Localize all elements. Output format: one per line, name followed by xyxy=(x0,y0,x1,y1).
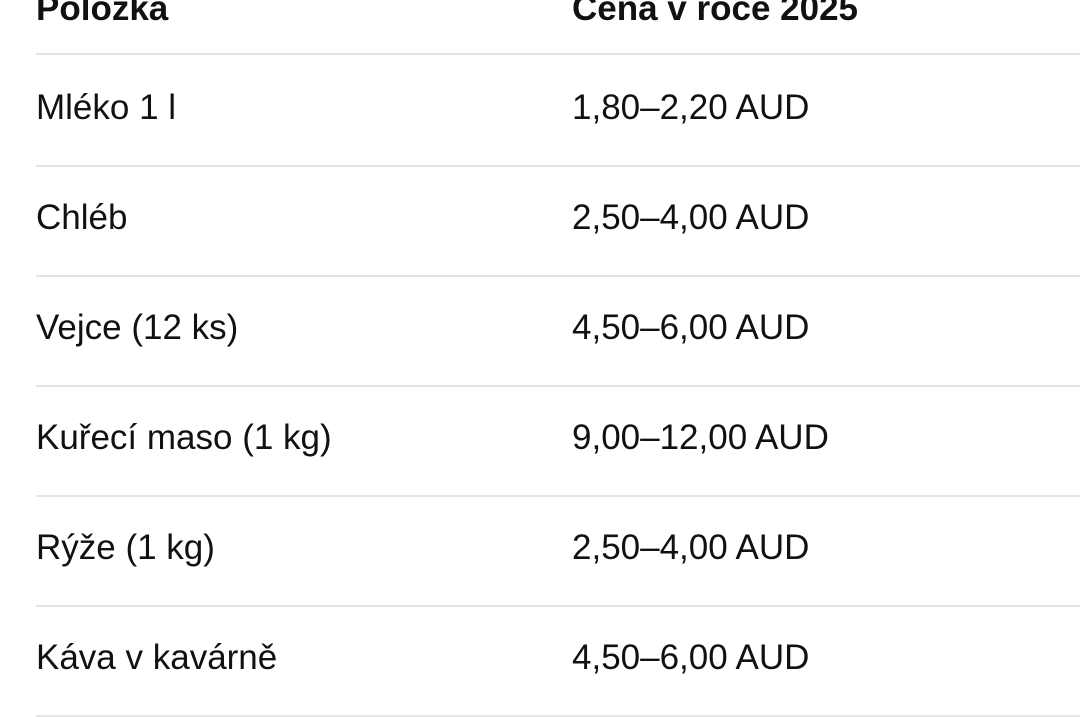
item-price: 9,00–12,00 AUD xyxy=(572,418,829,457)
table-row: Chléb 2,50–4,00 AUD xyxy=(36,165,1080,277)
header-price: Cena v roce 2025 xyxy=(572,0,859,28)
item-name: Mléko 1 l xyxy=(36,88,177,127)
item-name: Vejce (12 ks) xyxy=(36,308,239,347)
table-row: Rýže (1 kg) 2,50–4,00 AUD xyxy=(36,495,1080,607)
table-header: Položka Cena v roce 2025 xyxy=(36,0,1080,55)
item-name: Káva v kavárně xyxy=(36,638,278,677)
item-price: 2,50–4,00 AUD xyxy=(572,198,810,237)
item-name: Kuřecí maso (1 kg) xyxy=(36,418,332,457)
item-name: Chléb xyxy=(36,198,128,237)
table-row: Vejce (12 ks) 4,50–6,00 AUD xyxy=(36,275,1080,387)
item-name: Rýže (1 kg) xyxy=(36,528,215,567)
item-price: 1,80–2,20 AUD xyxy=(572,88,810,127)
table-row: Mléko 1 l 1,80–2,20 AUD xyxy=(36,55,1080,167)
item-price: 4,50–6,00 AUD xyxy=(572,638,810,677)
table-row: Kuřecí maso (1 kg) 9,00–12,00 AUD xyxy=(36,385,1080,497)
item-price: 2,50–4,00 AUD xyxy=(572,528,810,567)
item-price: 4,50–6,00 AUD xyxy=(572,308,810,347)
header-item: Položka xyxy=(36,0,169,28)
table-row: Káva v kavárně 4,50–6,00 AUD xyxy=(36,605,1080,717)
